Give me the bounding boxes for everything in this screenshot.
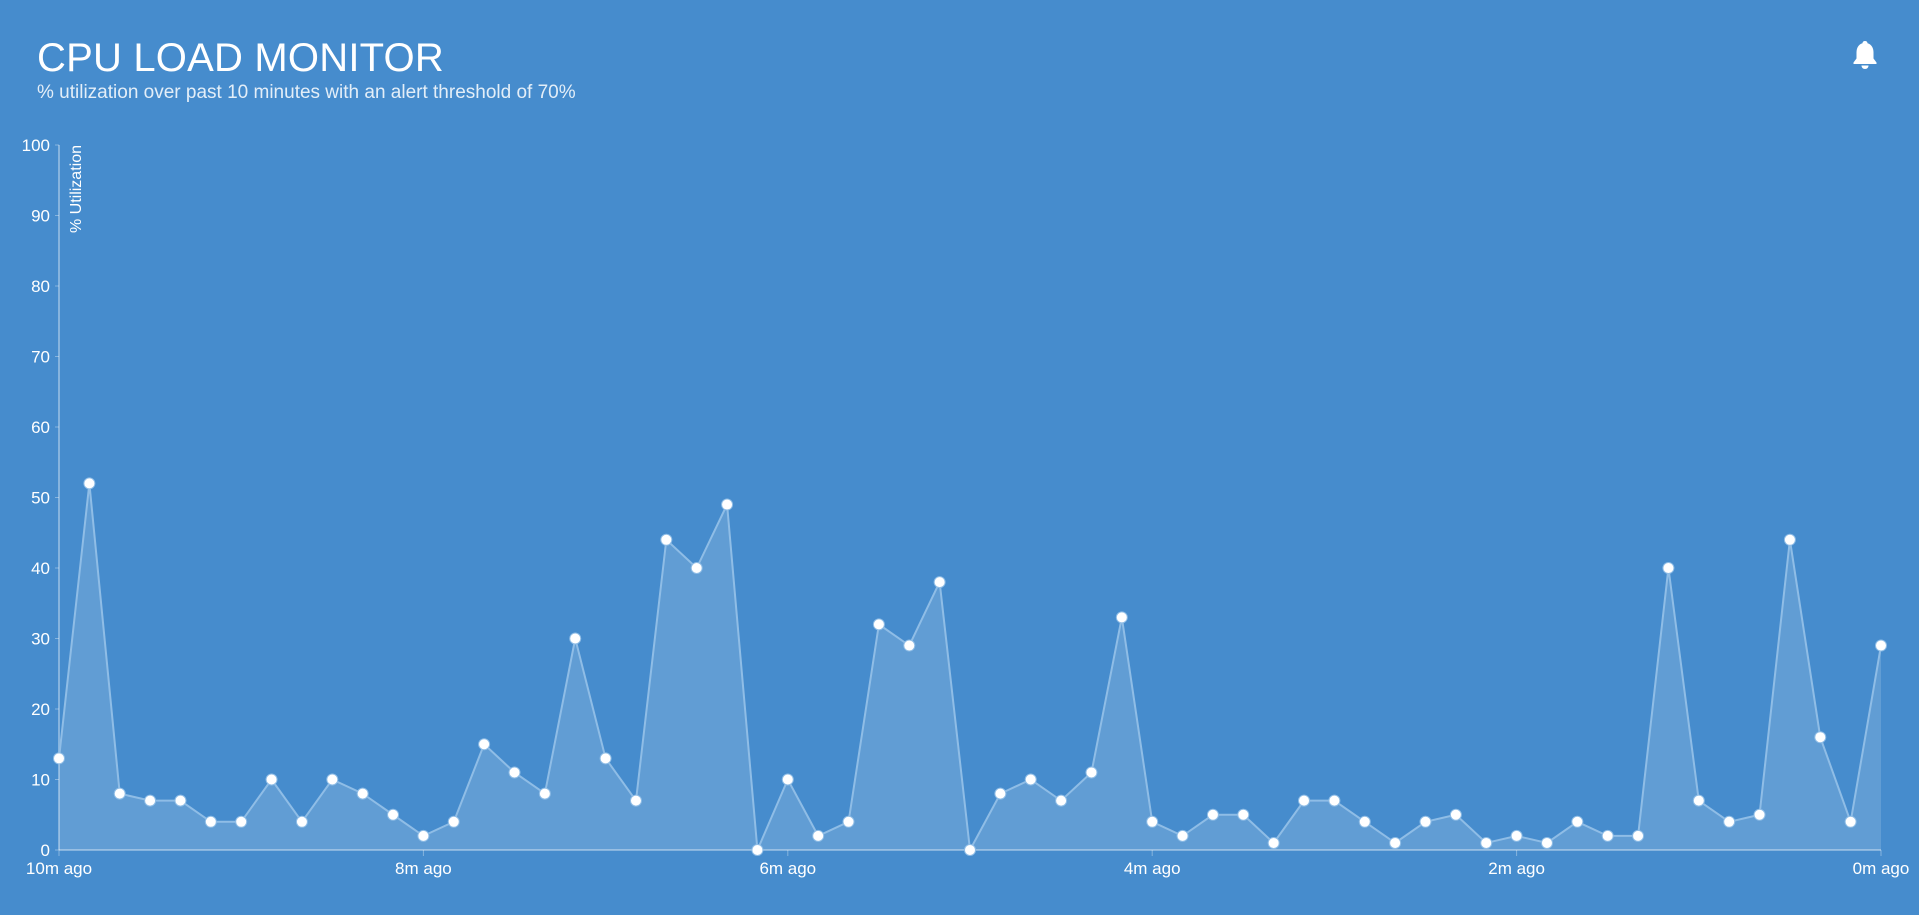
data-point[interactable] — [1510, 829, 1523, 842]
y-axis-title: % Utilization — [68, 145, 85, 233]
series-area — [59, 483, 1881, 850]
y-tick-label: 60 — [31, 418, 50, 437]
y-axis: 0 10 20 30 40 50 60 70 80 90 100 — [22, 136, 60, 860]
data-point[interactable] — [174, 794, 187, 807]
data-point[interactable] — [751, 844, 764, 856]
y-tick-label: 0 — [41, 841, 50, 860]
data-points — [53, 477, 1887, 856]
chart-subtitle: % utilization over past 10 minutes with … — [37, 82, 576, 103]
data-point[interactable] — [1237, 808, 1250, 821]
data-point[interactable] — [1692, 794, 1705, 807]
data-point[interactable] — [994, 787, 1007, 800]
data-point[interactable] — [1389, 836, 1402, 849]
data-point[interactable] — [1571, 815, 1584, 828]
data-point[interactable] — [1601, 829, 1614, 842]
x-tick-label: 6m ago — [759, 859, 816, 878]
data-point[interactable] — [903, 639, 916, 652]
y-tick-label: 90 — [31, 207, 50, 226]
x-tick-label: 0m ago — [1853, 859, 1910, 878]
y-tick-label: 100 — [22, 136, 50, 155]
data-point[interactable] — [842, 815, 855, 828]
data-point[interactable] — [1085, 766, 1098, 779]
data-point[interactable] — [1176, 829, 1189, 842]
data-point[interactable] — [538, 787, 551, 800]
data-point[interactable] — [690, 562, 703, 574]
data-point[interactable] — [964, 844, 976, 856]
data-point[interactable] — [113, 787, 126, 800]
data-point[interactable] — [1298, 794, 1311, 807]
data-point[interactable] — [1024, 773, 1037, 786]
data-point[interactable] — [721, 498, 734, 511]
data-point[interactable] — [660, 533, 673, 546]
chart-title: CPU LOAD MONITOR — [37, 36, 444, 80]
data-point[interactable] — [1480, 836, 1493, 849]
data-point[interactable] — [235, 815, 248, 828]
data-point[interactable] — [812, 829, 825, 842]
data-point[interactable] — [1267, 836, 1280, 849]
data-point[interactable] — [326, 773, 339, 786]
data-point[interactable] — [1055, 794, 1068, 807]
data-point[interactable] — [933, 576, 946, 589]
data-point[interactable] — [1115, 611, 1128, 624]
data-point[interactable] — [629, 794, 642, 807]
data-point[interactable] — [356, 787, 369, 800]
data-point[interactable] — [1328, 794, 1341, 807]
data-point[interactable] — [781, 773, 794, 786]
x-tick-label: 10m ago — [26, 859, 92, 878]
data-point[interactable] — [478, 738, 491, 751]
data-point[interactable] — [508, 766, 521, 779]
data-point[interactable] — [1753, 808, 1766, 821]
y-tick-label: 30 — [31, 630, 50, 649]
data-point[interactable] — [1662, 562, 1675, 574]
data-point[interactable] — [144, 794, 157, 807]
data-point[interactable] — [1632, 829, 1645, 842]
data-point[interactable] — [1783, 533, 1796, 546]
data-point[interactable] — [417, 829, 430, 842]
x-tick-label: 2m ago — [1488, 859, 1545, 878]
data-point[interactable] — [53, 752, 65, 765]
data-point[interactable] — [83, 477, 96, 490]
x-tick-label: 4m ago — [1124, 859, 1181, 878]
data-point[interactable] — [1449, 808, 1462, 821]
data-point[interactable] — [1723, 815, 1736, 828]
data-point[interactable] — [1358, 815, 1371, 828]
data-point[interactable] — [1540, 836, 1553, 849]
y-tick-label: 50 — [31, 489, 50, 508]
data-point[interactable] — [295, 815, 308, 828]
data-point[interactable] — [387, 808, 400, 821]
data-point[interactable] — [1146, 815, 1159, 828]
y-tick-label: 80 — [31, 277, 50, 296]
bell-icon[interactable] — [1850, 38, 1880, 72]
data-point[interactable] — [1419, 815, 1432, 828]
x-tick-label: 8m ago — [395, 859, 452, 878]
data-point[interactable] — [1206, 808, 1219, 821]
data-point[interactable] — [265, 773, 278, 786]
data-point[interactable] — [569, 632, 582, 645]
data-point[interactable] — [1875, 639, 1887, 652]
data-point[interactable] — [447, 815, 460, 828]
data-point[interactable] — [204, 815, 217, 828]
data-point[interactable] — [872, 618, 885, 631]
y-tick-label: 10 — [31, 771, 50, 790]
y-tick-label: 40 — [31, 559, 50, 578]
y-tick-label: 70 — [31, 348, 50, 367]
data-point[interactable] — [1844, 815, 1857, 828]
y-tick-label: 20 — [31, 700, 50, 719]
data-point[interactable] — [599, 752, 612, 765]
data-point[interactable] — [1814, 731, 1827, 744]
